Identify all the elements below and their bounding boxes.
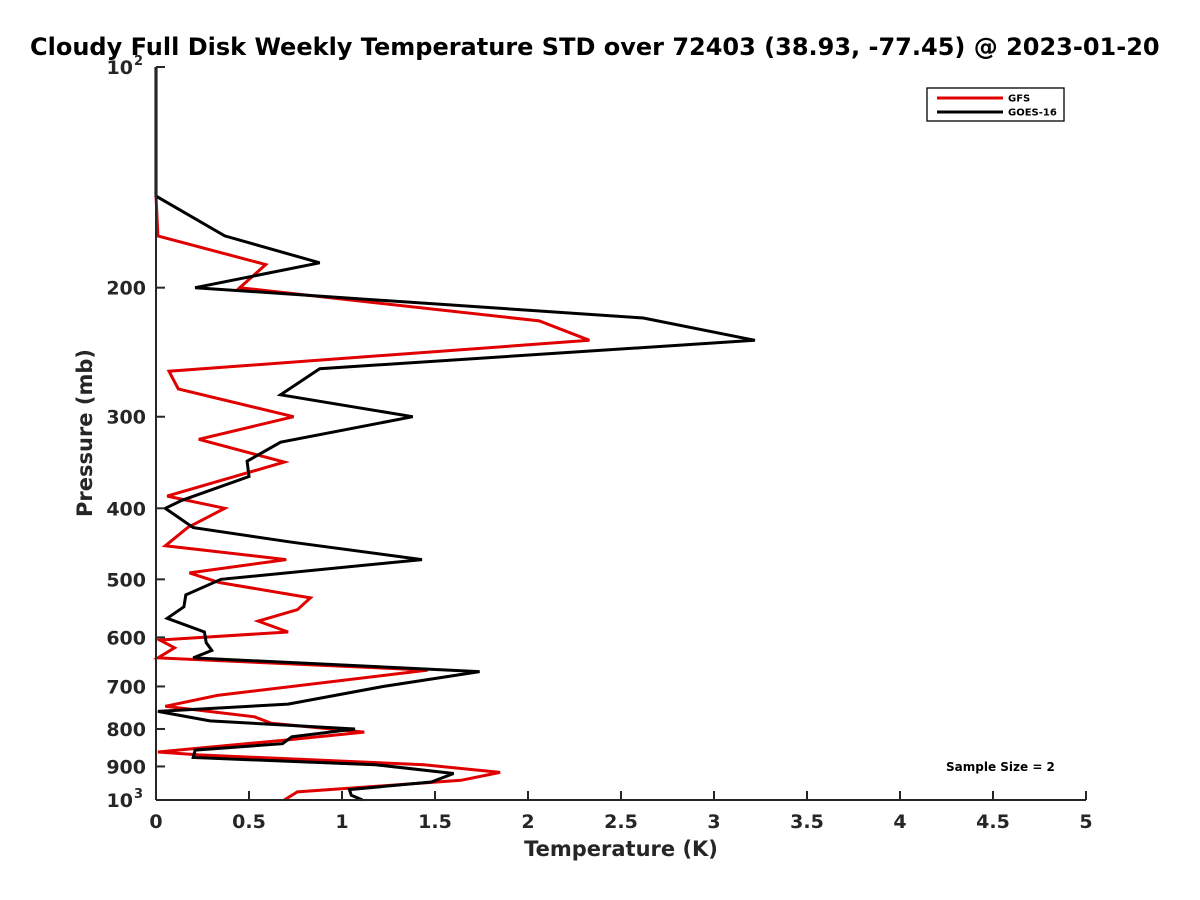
series-layer: [152, 67, 756, 802]
y-tick-label: 500: [106, 569, 146, 591]
legend-label-gfs: GFS: [1008, 94, 1030, 105]
y-axis-label: Pressure (mb): [73, 349, 97, 517]
legend-items: GFS GOES-16: [937, 94, 1057, 119]
x-tick-label: 0.5: [232, 811, 266, 833]
x-tick-label: 2: [521, 811, 534, 833]
x-tick-label: 0: [149, 811, 162, 833]
legend: GFS GOES-16: [926, 87, 1065, 122]
chart-title: Cloudy Full Disk Weekly Temperature STD …: [30, 33, 1160, 61]
axes: [155, 67, 1086, 801]
legend-label-goes-16: GOES-16: [1008, 108, 1057, 119]
x-tick-label: 4.5: [976, 811, 1010, 833]
y-tick-exponent: 3: [134, 787, 143, 802]
x-tick-label: 3.5: [790, 811, 824, 833]
y-tick-label: 10: [107, 790, 133, 812]
y-tick-label: 900: [106, 756, 146, 778]
y-tick-label: 300: [106, 407, 146, 429]
y-tick-label: 600: [106, 627, 146, 649]
x-axis-label: Temperature (K): [524, 837, 718, 861]
y-tick-label: 10: [107, 57, 133, 79]
legend-box: [926, 87, 1065, 122]
sample-size-annotation: Sample Size = 2: [946, 760, 1055, 774]
x-tick-label: 1.5: [418, 811, 452, 833]
y-tick-exponent: 2: [134, 54, 143, 69]
y-tick-label: 700: [106, 676, 146, 698]
series-line-goes-16: [154, 67, 756, 802]
x-tick-label: 5: [1079, 811, 1092, 833]
y-tick-label: 800: [106, 719, 146, 741]
x-tick-label: 2.5: [604, 811, 638, 833]
x-tick-label: 3: [707, 811, 720, 833]
series-line-gfs: [152, 67, 590, 802]
y-tick-label: 200: [106, 278, 146, 300]
x-tick-label: 4: [893, 811, 906, 833]
x-ticks: 0 0.5 1 1.5 2 2.5 3 3.5 4 4.5 5: [149, 791, 1093, 833]
x-tick-label: 1: [335, 811, 348, 833]
y-tick-label: 400: [106, 498, 146, 520]
